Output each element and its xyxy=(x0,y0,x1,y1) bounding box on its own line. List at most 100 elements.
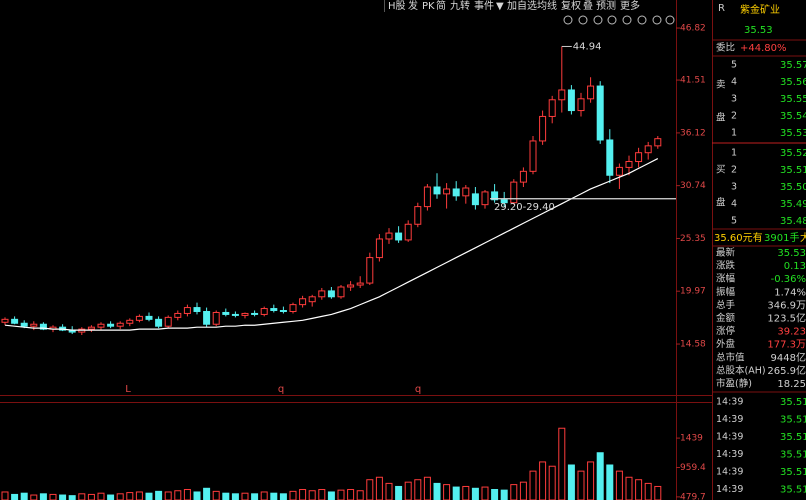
icon[interactable] xyxy=(622,15,632,25)
icon[interactable] xyxy=(665,15,675,25)
candle-body xyxy=(260,308,268,315)
buy-level: 3 xyxy=(731,182,737,193)
volume-bar xyxy=(87,493,95,500)
stat-label: 市盈(静) xyxy=(716,378,752,390)
volume-bar xyxy=(270,492,278,500)
candle-body xyxy=(116,322,124,327)
candle-body xyxy=(251,312,259,315)
candle-body xyxy=(404,223,412,241)
candle-body xyxy=(126,319,134,324)
toolbar-button[interactable]: 预测 xyxy=(596,0,616,12)
candle-body xyxy=(587,85,595,100)
icon[interactable] xyxy=(637,15,647,25)
toolbar-button[interactable]: 复权 xyxy=(561,0,581,12)
stat-label: 振幅 xyxy=(716,286,736,298)
volume-bar xyxy=(558,427,566,500)
tick-price: 35.51 xyxy=(780,467,806,478)
volume-bar xyxy=(49,493,57,500)
stat-value: 346.9万 xyxy=(767,300,806,311)
volume-bar xyxy=(548,465,556,500)
toolbar-button[interactable]: 发 xyxy=(408,0,418,12)
toolbar-button[interactable]: 简 xyxy=(436,0,446,12)
icon[interactable] xyxy=(563,15,573,25)
tick-time: 14:39 xyxy=(716,467,743,478)
stat-label: 总手 xyxy=(716,299,736,311)
toolbar-button[interactable]: 更多 xyxy=(620,0,640,12)
icon[interactable] xyxy=(652,15,662,25)
volume-bar xyxy=(471,487,479,500)
stat-value: -0.36% xyxy=(771,274,806,285)
toolbar-button[interactable]: PK xyxy=(422,1,435,12)
sell-price: 35.57 xyxy=(780,60,806,71)
candle-body xyxy=(462,187,470,197)
candle-body xyxy=(39,323,47,330)
icon[interactable] xyxy=(593,15,603,25)
volume-bar xyxy=(462,485,470,500)
candle-body xyxy=(519,170,527,183)
volume-bar xyxy=(395,485,403,500)
volume-bar xyxy=(241,492,249,500)
toolbar-button[interactable]: H股 xyxy=(388,0,406,12)
y-tick-label: 19.97 xyxy=(680,287,706,297)
candle-body xyxy=(203,310,211,325)
candle-body xyxy=(644,145,652,154)
candle-body xyxy=(11,318,19,324)
toolbar-button[interactable]: 九转 xyxy=(450,0,470,12)
candle-body xyxy=(414,206,422,225)
volume-bar xyxy=(423,476,431,500)
candle-body xyxy=(635,152,643,163)
stat-value: 177.3万 xyxy=(767,340,806,351)
candle-body xyxy=(471,193,479,206)
candle-body xyxy=(443,188,451,195)
toolbar: H股发 PK 简九转 事件 ▼ 加自选 均线 复权叠预测 更多 xyxy=(388,0,640,12)
candle-body xyxy=(193,307,201,312)
x-marker: q xyxy=(278,384,284,395)
stat-label: 总市值 xyxy=(716,351,745,363)
volume-bar xyxy=(654,485,662,500)
toolbar-button[interactable]: 叠 xyxy=(583,0,593,12)
buy-price: 35.52 xyxy=(780,148,806,159)
stock-name: 紫金矿业 xyxy=(740,3,780,16)
candle-body xyxy=(625,161,633,168)
volume-bar xyxy=(174,490,182,500)
y-tick-label: 46.82 xyxy=(680,24,706,34)
volume-bar xyxy=(452,486,460,500)
y-tick-label: 41.51 xyxy=(680,76,706,86)
buy-label: 买 xyxy=(716,165,726,176)
toolbar-button[interactable]: 事件 xyxy=(474,0,494,12)
candle-body xyxy=(135,315,143,321)
buy-level: 5 xyxy=(731,216,737,227)
icon[interactable] xyxy=(607,15,617,25)
y2-tick-label: 1439 xyxy=(680,434,703,444)
volume-bar xyxy=(126,492,134,500)
buy-price: 35.48 xyxy=(780,216,806,227)
candle-body xyxy=(500,199,508,204)
toolbar-button[interactable]: ▼ xyxy=(496,1,504,12)
volume-bar xyxy=(299,489,307,500)
volume-bar xyxy=(539,461,547,500)
candle-body xyxy=(222,311,230,315)
volume-bar xyxy=(625,476,633,500)
candle-body xyxy=(337,286,345,298)
volume-bar xyxy=(347,489,355,500)
sell-level: 3 xyxy=(731,94,737,105)
candle-body xyxy=(155,318,163,327)
tick-price: 35.51 xyxy=(780,485,806,496)
toolbar-button[interactable]: 加自选 xyxy=(507,0,537,12)
candle-body xyxy=(318,290,326,298)
buy-level: 2 xyxy=(731,165,737,176)
stat-label: 涨停 xyxy=(716,325,736,337)
candle-body xyxy=(164,316,172,327)
stat-label: 总股本(AH) xyxy=(716,364,766,376)
volume-bar xyxy=(356,490,364,500)
candle-body xyxy=(481,191,489,206)
volume-bar xyxy=(20,492,28,500)
toolbar-button[interactable]: 均线 xyxy=(537,0,557,12)
volume-bar xyxy=(596,452,604,500)
volume-bar xyxy=(414,479,422,500)
volume-bar xyxy=(308,490,316,500)
sell-price: 35.53 xyxy=(780,128,806,139)
icon[interactable] xyxy=(578,15,588,25)
volume-bar xyxy=(145,492,153,500)
tick-time: 14:39 xyxy=(716,414,743,425)
